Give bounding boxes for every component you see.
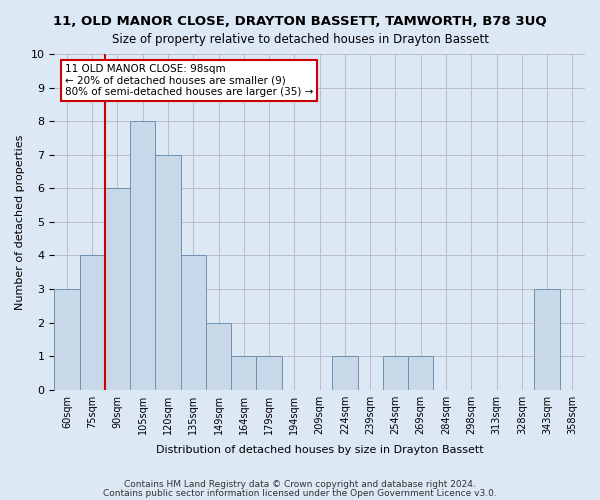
Bar	[155, 154, 181, 390]
X-axis label: Distribution of detached houses by size in Drayton Bassett: Distribution of detached houses by size …	[156, 445, 484, 455]
Bar	[535, 289, 560, 390]
Text: 11 OLD MANOR CLOSE: 98sqm
← 20% of detached houses are smaller (9)
80% of semi-d: 11 OLD MANOR CLOSE: 98sqm ← 20% of detac…	[65, 64, 313, 98]
Text: Contains public sector information licensed under the Open Government Licence v3: Contains public sector information licen…	[103, 488, 497, 498]
Text: Contains HM Land Registry data © Crown copyright and database right 2024.: Contains HM Land Registry data © Crown c…	[124, 480, 476, 489]
Text: 11, OLD MANOR CLOSE, DRAYTON BASSETT, TAMWORTH, B78 3UQ: 11, OLD MANOR CLOSE, DRAYTON BASSETT, TA…	[53, 15, 547, 28]
Bar	[105, 188, 130, 390]
Bar	[383, 356, 408, 390]
Bar	[231, 356, 256, 390]
Bar	[181, 256, 206, 390]
Y-axis label: Number of detached properties: Number of detached properties	[15, 134, 25, 310]
Bar	[206, 322, 231, 390]
Bar	[54, 289, 80, 390]
Bar	[80, 256, 105, 390]
Bar	[130, 121, 155, 390]
Bar	[332, 356, 358, 390]
Bar	[408, 356, 433, 390]
Bar	[256, 356, 282, 390]
Text: Size of property relative to detached houses in Drayton Bassett: Size of property relative to detached ho…	[112, 32, 488, 46]
